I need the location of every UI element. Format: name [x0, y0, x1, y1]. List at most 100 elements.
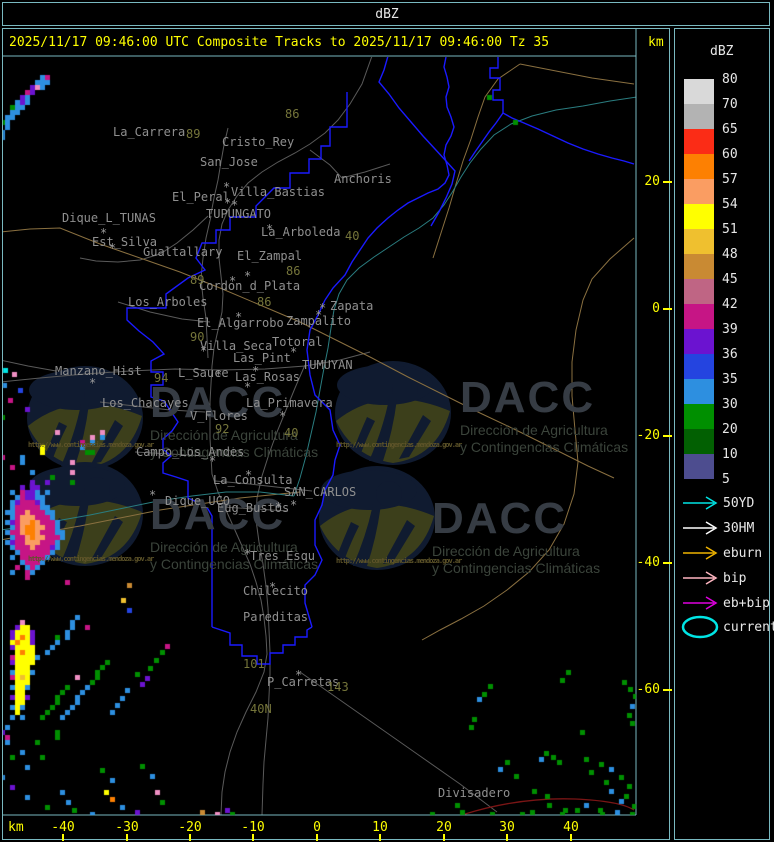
- town-label: Las_Pint: [233, 351, 291, 365]
- dbz-level-label: 45: [722, 272, 738, 287]
- route-number-label: 90: [190, 330, 205, 344]
- route-number-label: 92: [215, 422, 230, 436]
- dacc-watermark-line2: y Contingencias Climáticas: [150, 556, 319, 572]
- dbz-level-label: 54: [722, 197, 738, 212]
- legend-arrow-label: 30HM: [723, 521, 755, 536]
- town-marker-asterisk: *: [319, 301, 327, 315]
- town-label: V_Flores: [190, 409, 248, 423]
- town-label: Dique_L_TUNAS: [62, 211, 156, 225]
- dacc-watermark-url: http://www.contingencias.mendoza.gov.ar: [336, 441, 462, 449]
- dbz-level-label: 57: [722, 172, 738, 187]
- town-label: La_Arboleda: [261, 225, 341, 239]
- town-marker-asterisk: *: [245, 468, 253, 482]
- eburn-arrow-icon: [683, 546, 718, 560]
- dbz-level-label: 51: [722, 222, 738, 237]
- dbz-color-swatch: [684, 229, 714, 254]
- dacc-watermark-brand: DACC: [150, 378, 286, 427]
- route-number-label: 40: [284, 426, 299, 440]
- dbz-level-label: 60: [722, 147, 738, 162]
- x-axis-unit-label: km: [8, 820, 24, 835]
- dacc-watermark-url: http://www.contingencias.mendoza.gov.ar: [28, 441, 154, 449]
- route-number-label: 89: [190, 273, 205, 287]
- town-marker-asterisk: *: [295, 668, 303, 682]
- dbz-level-label: 35: [722, 372, 738, 387]
- dacc-watermark-line2: y Contingencias Climáticas: [460, 439, 629, 455]
- x-axis-tick-mark: [316, 834, 318, 841]
- x-axis-tick-label: -40: [51, 820, 75, 835]
- town-label: Anchoris: [334, 172, 392, 186]
- x-axis-tick-label: 10: [372, 820, 388, 835]
- dacc-watermark-line1: Dirección de Agricultura: [150, 539, 298, 555]
- town-label: Est_Silva: [92, 235, 158, 249]
- town-marker-asterisk: *: [224, 196, 232, 210]
- town-label: TUMUYAN: [302, 358, 353, 372]
- town-marker-asterisk: *: [252, 364, 260, 378]
- current-storm-ellipse-icon: [681, 615, 719, 639]
- town-label: Chilecito: [243, 584, 309, 598]
- town-marker-asterisk: *: [315, 308, 323, 322]
- dbz-color-swatch: [684, 204, 714, 229]
- town-marker-asterisk: *: [109, 241, 117, 255]
- x-axis-tick-label: 30: [499, 820, 515, 835]
- x-axis-tick-mark: [379, 834, 381, 841]
- town-marker-asterisk: *: [244, 269, 252, 283]
- eb+bip-arrow-icon: [683, 596, 718, 610]
- route-number-label: 40: [345, 229, 360, 243]
- town-marker-asterisk: *: [223, 180, 231, 194]
- dbz-color-swatch: [684, 179, 714, 204]
- dbz-color-swatch: [684, 104, 714, 129]
- town-marker-asterisk: *: [200, 344, 208, 358]
- route-number-label: 101: [243, 657, 265, 671]
- dbz-color-swatch: [684, 79, 714, 104]
- dbz-color-swatch: [684, 379, 714, 404]
- town-label: El_Peral: [172, 190, 230, 204]
- town-label: TUPUNGATO: [206, 207, 272, 221]
- dacc-watermark-line1: Dirección de Agricultura: [150, 427, 298, 443]
- bip-arrow-icon: [683, 571, 718, 585]
- town-label: La_Primavera: [246, 396, 333, 410]
- town-marker-asterisk: *: [229, 274, 237, 288]
- town-label: Cristo_Rey: [222, 135, 295, 149]
- town-marker-asterisk: *: [215, 368, 223, 382]
- y-axis-tick-mark: [663, 689, 672, 691]
- x-axis-tick-label: -10: [241, 820, 265, 835]
- town-label: Los_Chacayes: [102, 396, 189, 410]
- town-marker-asterisk: *: [231, 198, 239, 212]
- town-label: El_Algarrobo: [197, 316, 284, 330]
- town-marker-asterisk: *: [290, 345, 298, 359]
- town-label: Zampalito: [286, 314, 352, 328]
- dbz-color-swatch: [684, 154, 714, 179]
- x-axis-tick-mark: [252, 834, 254, 841]
- town-label: Manzano_Hist: [55, 364, 142, 378]
- y-axis-tick-mark: [663, 181, 672, 183]
- town-marker-asterisk: *: [269, 580, 277, 594]
- town-marker-asterisk: *: [290, 498, 298, 512]
- y-axis-tick-mark: [663, 562, 672, 564]
- dacc-watermark-brand: DACC: [460, 373, 596, 422]
- dbz-color-swatch: [684, 254, 714, 279]
- route-number-label: 143: [327, 680, 349, 694]
- x-axis-tick-mark: [443, 834, 445, 841]
- y-axis-tick-label: -40: [636, 555, 660, 570]
- dacc-watermark-line1: Dirección de Agricultura: [432, 543, 580, 559]
- town-label: Villa_Bastias: [231, 185, 325, 199]
- route-number-label: 86: [257, 295, 272, 309]
- town-label: Zapata: [330, 299, 374, 313]
- town-marker-asterisk: *: [244, 547, 252, 561]
- dbz-color-swatch: [684, 404, 714, 429]
- town-label: La_Carrera: [113, 125, 186, 139]
- town-label: La_Consulta: [213, 473, 293, 487]
- town-marker-asterisk: *: [279, 409, 287, 423]
- route-number-label: 94: [154, 371, 169, 385]
- route-number-label: 89: [186, 127, 201, 141]
- dbz-level-label: 30: [722, 397, 738, 412]
- town-label: El_Zampal: [237, 249, 303, 263]
- dacc-watermark-line2: y Contingencias Climáticas: [150, 444, 319, 460]
- dbz-level-label: 65: [722, 122, 738, 137]
- town-label: Campo_Los_Andes: [136, 445, 245, 459]
- town-label: Cordon_d_Plata: [199, 279, 301, 293]
- dbz-level-label: 10: [722, 447, 738, 462]
